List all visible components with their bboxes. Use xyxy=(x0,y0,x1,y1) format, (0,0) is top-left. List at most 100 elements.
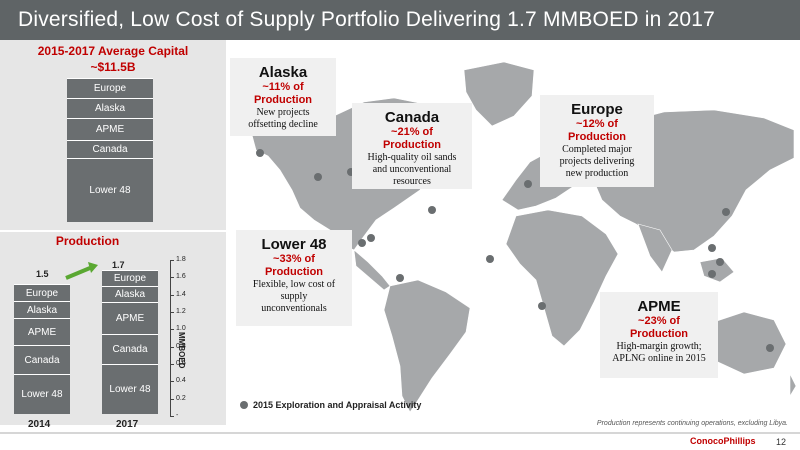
y-tick-label: 0.8 xyxy=(176,342,186,350)
legend-label: 2015 Exploration and Appraisal Activity xyxy=(253,400,422,410)
callout-europe-desc-1: Completed major xyxy=(562,144,632,155)
y-tick-label: - xyxy=(176,412,179,419)
callout-canada-name: Canada xyxy=(384,109,440,126)
callout-lower48-desc-3: unconventionals xyxy=(261,303,327,314)
capital-stack: Europe Alaska APME Canada Lower 48 xyxy=(67,78,153,222)
callout-lower48: Lower 48 ~33% of Production Flexible, lo… xyxy=(236,230,352,326)
callout-canada-desc-2: and unconventional xyxy=(372,164,452,175)
callout-alaska-desc-1: New projects xyxy=(256,107,310,118)
bar-2014-europe: Europe xyxy=(14,284,70,301)
bar-2017-lower48: Lower 48 xyxy=(102,364,158,414)
y-tick-label: 1.8 xyxy=(176,256,186,263)
activity-dot-china xyxy=(722,208,730,216)
bar-2017-apme: APME xyxy=(102,302,158,334)
capital-amount: ~$11.5B xyxy=(90,60,136,74)
activity-dot-australia-nw xyxy=(708,270,716,278)
bar-2014-lower48: Lower 48 xyxy=(14,374,70,414)
y-tick-mark xyxy=(170,398,174,400)
y-tick-label: 0.4 xyxy=(176,377,186,385)
callout-apme-name: APME xyxy=(637,298,681,315)
y-tick-mark xyxy=(170,329,174,331)
y-tick-label: 1.6 xyxy=(176,273,186,281)
callout-apme-pct: ~23% of xyxy=(638,315,680,327)
callout-alaska-pct: ~11% of xyxy=(262,81,304,93)
callout-apme-pct2: Production xyxy=(629,328,689,340)
slide-title: Diversified, Low Cost of Supply Portfoli… xyxy=(18,8,715,31)
callout-europe-pct2: Production xyxy=(567,131,627,143)
page-number: 12 xyxy=(776,437,787,447)
title-bar: Diversified, Low Cost of Supply Portfoli… xyxy=(0,0,800,40)
capital-panel: 2015-2017 Average Capital ~$11.5B Europe… xyxy=(0,40,230,230)
activity-dot-north-sea xyxy=(524,180,532,188)
activity-dot-angola xyxy=(538,302,546,310)
y-axis xyxy=(170,260,171,416)
y-tick-mark xyxy=(170,312,174,313)
activity-dot-atlantic xyxy=(486,255,494,263)
bar-2014-alaska: Alaska xyxy=(14,301,70,318)
capital-seg-alaska: Alaska xyxy=(67,98,153,118)
callout-lower48-pct: ~33% of xyxy=(273,253,315,265)
bar-2017-europe: Europe xyxy=(102,270,158,286)
bar-2017-canada: Canada xyxy=(102,334,158,364)
bar-2014-apme: APME xyxy=(14,318,70,345)
callout-alaska-name: Alaska xyxy=(258,64,308,81)
callout-europe-pct: ~12% of xyxy=(576,118,618,130)
bar-2017-alaska: Alaska xyxy=(102,286,158,302)
activity-dot-mexico xyxy=(358,239,366,247)
activity-dot-us-east xyxy=(428,206,436,214)
callout-canada-pct2: Production xyxy=(382,139,442,151)
callout-lower48-desc-2: supply xyxy=(280,291,308,302)
y-tick-label: 0.6 xyxy=(176,360,186,367)
y-tick-mark xyxy=(170,416,174,417)
callout-lower48-name: Lower 48 xyxy=(261,236,327,253)
activity-dot-australia xyxy=(766,344,774,352)
legend-dot-icon xyxy=(240,401,248,409)
company-logo: ConocoPhillips xyxy=(690,436,756,446)
production-panel: Production 1.5 1.7 Europe Alaska APME Ca… xyxy=(0,232,230,430)
activity-dot-colombia xyxy=(396,274,404,282)
bar-2014: Europe Alaska APME Canada Lower 48 xyxy=(14,284,70,414)
map-africa xyxy=(505,209,619,347)
callout-canada: Canada ~21% of Production High-quality o… xyxy=(352,103,472,189)
footer-divider xyxy=(0,432,800,434)
callout-apme-desc-2: APLNG online in 2015 xyxy=(612,353,706,364)
capital-seg-canada: Canada xyxy=(67,140,153,158)
callout-europe: Europe ~12% of Production Completed majo… xyxy=(540,95,654,187)
callout-apme-desc-1: High-margin growth; xyxy=(616,341,702,352)
callout-europe-name: Europe xyxy=(571,101,623,118)
activity-dot-indonesia xyxy=(716,258,724,266)
y-tick-label: 1.2 xyxy=(176,308,186,315)
callout-europe-desc-2: projects delivering xyxy=(559,156,635,167)
map-india xyxy=(637,223,673,273)
growth-arrow-icon xyxy=(65,262,98,280)
y-tick-mark xyxy=(170,346,174,348)
callout-canada-desc-1: High-quality oil sands xyxy=(367,152,457,163)
y-tick-mark xyxy=(170,364,174,365)
map-new-zealand xyxy=(789,373,797,398)
year-2017: 2017 xyxy=(116,419,139,430)
map-greenland xyxy=(463,61,535,127)
activity-dot-malaysia xyxy=(708,244,716,252)
bar-2017: Europe Alaska APME Canada Lower 48 xyxy=(102,270,158,414)
map-south-america xyxy=(383,279,471,413)
activity-dot-canada-west xyxy=(314,173,322,181)
production-title: Production xyxy=(55,234,120,248)
callout-europe-desc-3: new production xyxy=(565,168,629,179)
callout-canada-desc-3: resources xyxy=(393,176,431,187)
activity-dot-gulf xyxy=(367,234,375,242)
y-tick-mark xyxy=(170,260,174,261)
callout-alaska: Alaska ~11% of Production New projects o… xyxy=(230,58,336,136)
callout-alaska-pct2: Production xyxy=(253,94,313,106)
y-tick-label: 0.2 xyxy=(176,394,186,402)
y-tick-label: 1.0 xyxy=(176,325,186,333)
callout-apme: APME ~23% of Production High-margin grow… xyxy=(600,292,718,378)
capital-seg-lower48: Lower 48 xyxy=(67,158,153,222)
y-tick-mark xyxy=(170,294,174,296)
map-central-america xyxy=(353,249,391,291)
bar-2014-canada: Canada xyxy=(14,345,70,374)
footnote: Production represents continuing operati… xyxy=(596,420,788,427)
callout-lower48-desc-1: Flexible, low cost of xyxy=(252,279,336,290)
capital-title: 2015-2017 Average Capital xyxy=(37,44,189,58)
callout-alaska-desc-2: offsetting decline xyxy=(248,119,318,130)
y-axis-title: MMBOED xyxy=(177,332,186,369)
